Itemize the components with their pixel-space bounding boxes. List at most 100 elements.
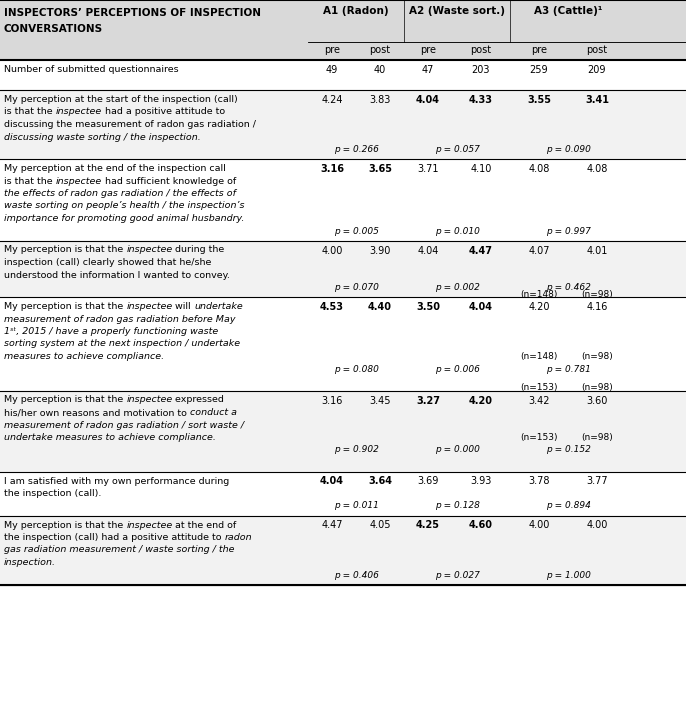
Text: My perception at the start of the inspection (call): My perception at the start of the inspec…	[4, 95, 238, 104]
Text: p = 0.406: p = 0.406	[333, 570, 379, 580]
Text: (n=148): (n=148)	[520, 352, 558, 361]
Text: gas radiation measurement / waste sorting / the: gas radiation measurement / waste sortin…	[4, 546, 235, 554]
Text: My perception at the end of the inspection call: My perception at the end of the inspecti…	[4, 164, 226, 173]
Text: CONVERSATIONS: CONVERSATIONS	[4, 24, 103, 34]
Text: 3.69: 3.69	[417, 477, 438, 486]
Text: pre: pre	[531, 45, 547, 55]
Text: 3.45: 3.45	[369, 395, 391, 405]
Text: 3.42: 3.42	[528, 395, 549, 405]
Text: 4.40: 4.40	[368, 302, 392, 312]
Text: 3.50: 3.50	[416, 302, 440, 312]
Text: p = 0.070: p = 0.070	[333, 283, 379, 292]
Text: undertake: undertake	[194, 302, 243, 311]
Bar	[0, 297, 686, 390]
Bar	[0, 90, 686, 159]
Text: inspectee: inspectee	[126, 246, 172, 254]
Text: 3.90: 3.90	[369, 246, 391, 256]
Text: at the end of: at the end of	[172, 520, 237, 530]
Text: 4.00: 4.00	[587, 520, 608, 530]
Text: inspectee: inspectee	[56, 107, 102, 116]
Text: A3 (Cattle)¹: A3 (Cattle)¹	[534, 6, 602, 16]
Text: 4.53: 4.53	[320, 302, 344, 312]
Text: (n=98): (n=98)	[581, 352, 613, 361]
Text: inspection (call) clearly showed that he/she: inspection (call) clearly showed that he…	[4, 258, 211, 267]
Text: p = 0.006: p = 0.006	[434, 364, 480, 373]
Text: inspection.: inspection.	[4, 558, 56, 567]
Text: post: post	[370, 45, 390, 55]
Text: 40: 40	[374, 65, 386, 75]
Text: 3.93: 3.93	[471, 477, 492, 486]
Text: 3.77: 3.77	[587, 477, 608, 486]
Text: 259: 259	[530, 65, 548, 75]
Text: A1 (Radon): A1 (Radon)	[323, 6, 389, 16]
Text: p = 0.002: p = 0.002	[434, 283, 480, 292]
Text: 3.27: 3.27	[416, 395, 440, 405]
Text: (n=153): (n=153)	[520, 433, 558, 442]
Text: My perception is that the: My perception is that the	[4, 395, 126, 405]
Text: My perception is that the: My perception is that the	[4, 246, 126, 254]
Text: 4.10: 4.10	[471, 164, 492, 174]
Text: 1ˢᵗ, 2015 / have a properly functioning waste: 1ˢᵗ, 2015 / have a properly functioning …	[4, 327, 218, 336]
Text: p = 0.005: p = 0.005	[333, 227, 379, 236]
Text: 4.24: 4.24	[321, 95, 343, 105]
Text: 3.64: 3.64	[368, 477, 392, 486]
Text: (n=153): (n=153)	[520, 383, 558, 392]
Text: during the: during the	[172, 246, 225, 254]
Text: (n=98): (n=98)	[581, 289, 613, 299]
Bar	[0, 159, 686, 241]
Text: I am satisfied with my own performance during: I am satisfied with my own performance d…	[4, 477, 229, 486]
Text: 4.04: 4.04	[320, 477, 344, 486]
Text: 4.16: 4.16	[587, 302, 608, 312]
Text: 3.71: 3.71	[417, 164, 439, 174]
Text: radon: radon	[224, 533, 252, 542]
Text: p = 0.000: p = 0.000	[434, 445, 480, 455]
Text: pre: pre	[324, 45, 340, 55]
Text: understood the information I wanted to convey.: understood the information I wanted to c…	[4, 270, 230, 280]
Text: (n=98): (n=98)	[581, 433, 613, 442]
Text: 3.16: 3.16	[321, 395, 343, 405]
Text: is that the: is that the	[4, 107, 56, 116]
Text: My perception is that the: My perception is that the	[4, 520, 126, 530]
Text: p = 0.011: p = 0.011	[333, 501, 379, 510]
Text: 4.01: 4.01	[587, 246, 608, 256]
Text: p = 0.781: p = 0.781	[545, 364, 591, 373]
Bar	[0, 390, 686, 472]
Text: 4.08: 4.08	[587, 164, 608, 174]
Text: measures to achieve compliance.: measures to achieve compliance.	[4, 352, 164, 361]
Text: discussing waste sorting / the inspection.: discussing waste sorting / the inspectio…	[4, 133, 201, 141]
Text: 4.20: 4.20	[528, 302, 549, 312]
Text: 3.83: 3.83	[369, 95, 391, 105]
Text: 4.08: 4.08	[528, 164, 549, 174]
Text: 3.41: 3.41	[585, 95, 609, 105]
Bar	[0, 241, 686, 297]
Text: p = 0.152: p = 0.152	[545, 445, 591, 455]
Text: 4.00: 4.00	[321, 246, 343, 256]
Text: 4.07: 4.07	[528, 246, 549, 256]
Text: 4.33: 4.33	[469, 95, 493, 105]
Text: waste sorting on people’s health / the inspection’s: waste sorting on people’s health / the i…	[4, 201, 244, 210]
Text: inspectee: inspectee	[56, 176, 102, 186]
Text: p = 0.902: p = 0.902	[333, 445, 379, 455]
Text: expressed: expressed	[172, 395, 224, 405]
Text: importance for promoting good animal husbandry.: importance for promoting good animal hus…	[4, 214, 244, 223]
Text: measurement of radon gas radiation before May: measurement of radon gas radiation befor…	[4, 314, 235, 323]
Text: p = 0.090: p = 0.090	[545, 145, 591, 154]
Text: undertake measures to achieve compliance.: undertake measures to achieve compliance…	[4, 433, 216, 442]
Bar	[0, 472, 686, 515]
Text: p = 0.027: p = 0.027	[434, 570, 480, 580]
Text: the effects of radon gas radiation / the effects of: the effects of radon gas radiation / the…	[4, 189, 236, 198]
Text: My perception is that the: My perception is that the	[4, 302, 126, 311]
Text: inspectee: inspectee	[126, 520, 172, 530]
Text: had a positive attitude to: had a positive attitude to	[102, 107, 225, 116]
Text: (n=148): (n=148)	[520, 289, 558, 299]
Text: 209: 209	[588, 65, 606, 75]
Text: 4.04: 4.04	[416, 95, 440, 105]
Text: 4.25: 4.25	[416, 520, 440, 530]
Text: post: post	[587, 45, 608, 55]
Text: p = 0.894: p = 0.894	[545, 501, 591, 510]
Bar	[0, 515, 686, 585]
Bar	[0, 0, 686, 42]
Text: pre: pre	[420, 45, 436, 55]
Text: p = 0.128: p = 0.128	[434, 501, 480, 510]
Text: inspectee: inspectee	[126, 302, 172, 311]
